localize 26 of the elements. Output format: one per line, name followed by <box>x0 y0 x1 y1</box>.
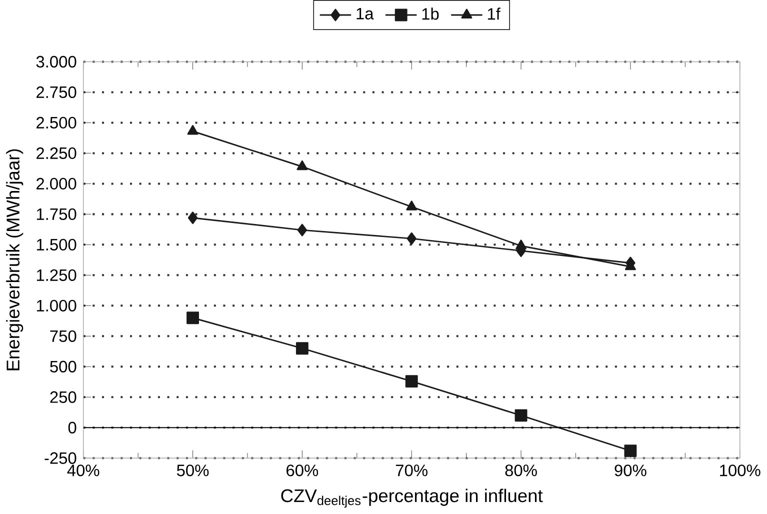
x-tick-label: 50% <box>176 464 209 476</box>
x-tick-label: 100% <box>720 464 760 476</box>
y-tick-label: -250 <box>44 452 76 464</box>
y-tick-label: 1.500 <box>36 238 76 251</box>
x-tick-label: 90% <box>614 464 646 476</box>
y-tick-label: 2.500 <box>36 116 76 129</box>
y-tick-label: 3.000 <box>36 56 76 68</box>
x-tick-label: 80% <box>505 464 537 476</box>
y-axis-title: Energieverbruik (MWh/jaar) <box>6 149 24 370</box>
x-tick-label: 70% <box>396 464 428 476</box>
y-tick-label: 1.250 <box>36 269 76 282</box>
legend-label: 1f <box>488 8 500 20</box>
y-tick-label: 0 <box>68 422 76 434</box>
x-tick-label: 40% <box>67 464 100 476</box>
legend-label: 1a <box>356 8 374 20</box>
y-tick-label: 1.750 <box>36 208 76 220</box>
x-tick-label: 60% <box>286 464 318 476</box>
y-tick-label: 250 <box>50 391 76 404</box>
y-tick-label: 2.250 <box>36 147 76 160</box>
y-tick-label: 1.000 <box>36 300 76 312</box>
y-tick-label: 750 <box>50 330 76 342</box>
y-tick-label: 2.750 <box>36 86 76 98</box>
y-tick-label: 2.000 <box>36 178 76 190</box>
legend-label: 1b <box>422 8 439 20</box>
x-axis-title: CZV$_{deeltjes}$-percentage in influent <box>281 488 543 508</box>
y-tick-label: 500 <box>50 360 76 373</box>
